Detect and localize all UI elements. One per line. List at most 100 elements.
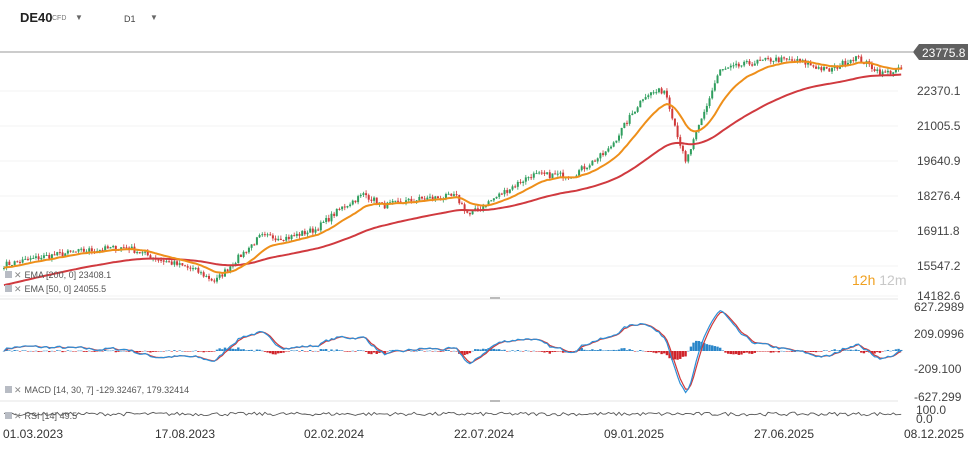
macd-histogram-bar — [444, 349, 448, 351]
interval-label[interactable]: D1 — [124, 14, 136, 24]
macd-histogram-bar — [785, 351, 788, 352]
candle-body — [168, 261, 171, 263]
candle-body — [705, 105, 708, 112]
macd-histogram-bar — [665, 351, 669, 356]
candle-body — [242, 251, 245, 257]
macd-histogram-bar — [774, 351, 778, 352]
candle-body — [809, 62, 812, 66]
candle-body — [812, 65, 815, 67]
candle-body — [18, 261, 21, 263]
macd-histogram-bar — [130, 350, 133, 352]
macd-histogram-bar — [495, 349, 498, 351]
macd-histogram-bar — [391, 349, 394, 351]
macd-histogram-bar — [753, 351, 756, 353]
candle-body — [205, 275, 208, 277]
candle-body — [516, 181, 519, 187]
macd-histogram-bar — [367, 351, 370, 354]
interval-dropdown-caret-icon[interactable]: ▼ — [150, 13, 158, 22]
macd-histogram-bar — [298, 351, 301, 352]
candle-body — [341, 206, 344, 210]
candle-body — [410, 198, 413, 202]
macd-histogram-bar — [250, 349, 253, 351]
macd-histogram-bar — [293, 350, 296, 352]
candle-body — [58, 252, 61, 254]
candle-body — [540, 172, 543, 174]
candle-body — [466, 211, 469, 213]
legend-ema50[interactable]: ✕ EMA [50, 0] 24055.5 — [5, 284, 106, 295]
candle-body — [591, 160, 594, 166]
candle-body — [82, 248, 85, 252]
macd-histogram-bar — [620, 348, 623, 351]
candle-body — [354, 200, 357, 203]
candle-body — [676, 125, 679, 138]
legend-ema200[interactable]: ✕ EMA [200, 0] 23408.1 — [5, 270, 111, 281]
macd-histogram-bar — [423, 351, 426, 352]
macd-histogram-bar — [245, 350, 248, 351]
macd-histogram-bar — [596, 350, 599, 351]
macd-histogram-bar — [386, 351, 389, 352]
candle-body — [64, 253, 67, 257]
candle-body — [314, 229, 317, 233]
candle-body — [681, 145, 684, 152]
legend-macd[interactable]: ✕ MACD [14, 30, 7] -129.32467, 179.32414 — [5, 385, 189, 396]
candle-body — [785, 58, 788, 60]
macd-histogram-bar — [418, 349, 421, 351]
macd-histogram-bar — [183, 351, 187, 352]
macd-histogram-bar — [601, 350, 605, 352]
candle-body — [500, 193, 503, 195]
candle-body — [873, 69, 876, 71]
indicator-settings-icon[interactable] — [5, 386, 12, 393]
remove-indicator-icon[interactable]: ✕ — [14, 411, 22, 421]
macd-histogram-bar — [205, 351, 208, 352]
price-tick-label: 18276.4 — [917, 189, 961, 203]
macd-histogram-bar — [476, 349, 480, 351]
candle-body — [745, 61, 748, 63]
macd-histogram-bar — [141, 351, 144, 352]
candle-body — [492, 198, 495, 201]
indicator-settings-icon[interactable] — [5, 285, 12, 292]
macd-histogram-bar — [383, 351, 386, 354]
indicator-settings-icon[interactable] — [5, 412, 12, 419]
remove-indicator-icon[interactable]: ✕ — [14, 270, 22, 280]
macd-histogram-bar — [274, 351, 277, 355]
symbol-dropdown-caret-icon[interactable]: ▼ — [75, 13, 83, 22]
candle-body — [641, 99, 644, 101]
candle-body — [192, 268, 195, 270]
macd-histogram-bar — [21, 350, 24, 351]
macd-histogram-bar — [857, 350, 860, 351]
candle-body — [823, 67, 826, 71]
candle-body — [16, 261, 19, 263]
macd-histogram-bar — [849, 349, 852, 351]
macd-histogram-bar — [426, 350, 429, 352]
macd-histogram-bar — [846, 350, 850, 351]
candle-body — [10, 264, 13, 266]
legend-macd-text: MACD [14, 30, 7] -129.32467, 179.32414 — [24, 385, 190, 395]
symbol-type-label: CFD — [52, 15, 67, 22]
macd-histogram-bar — [551, 351, 554, 353]
candle-body — [740, 65, 743, 67]
macd-histogram-bar — [697, 341, 701, 351]
macd-histogram-bar — [484, 349, 488, 351]
symbol-label[interactable]: DE40 — [20, 10, 53, 25]
macd-histogram-bar — [490, 348, 493, 351]
macd-histogram-bar — [724, 351, 727, 353]
macd-histogram-bar — [74, 351, 78, 352]
candle-body — [349, 204, 352, 207]
remove-indicator-icon[interactable]: ✕ — [14, 284, 22, 294]
macd-histogram-bar — [466, 351, 469, 355]
macd-histogram-bar — [583, 349, 586, 351]
candle-body — [695, 131, 698, 140]
macd-histogram-bar — [151, 351, 155, 352]
candle-body — [849, 59, 852, 63]
remove-indicator-icon[interactable]: ✕ — [14, 385, 22, 395]
macd-histogram-bar — [535, 351, 538, 352]
macd-histogram-bar — [8, 350, 11, 351]
macd-histogram-bar — [207, 351, 211, 352]
candle-body — [61, 252, 64, 257]
indicator-settings-icon[interactable] — [5, 271, 12, 278]
candle-body — [772, 60, 775, 62]
macd-histogram-bar — [210, 351, 213, 352]
candle-body — [50, 254, 53, 259]
legend-rsi[interactable]: ✕ RSI [14] 49.5 — [5, 411, 77, 422]
